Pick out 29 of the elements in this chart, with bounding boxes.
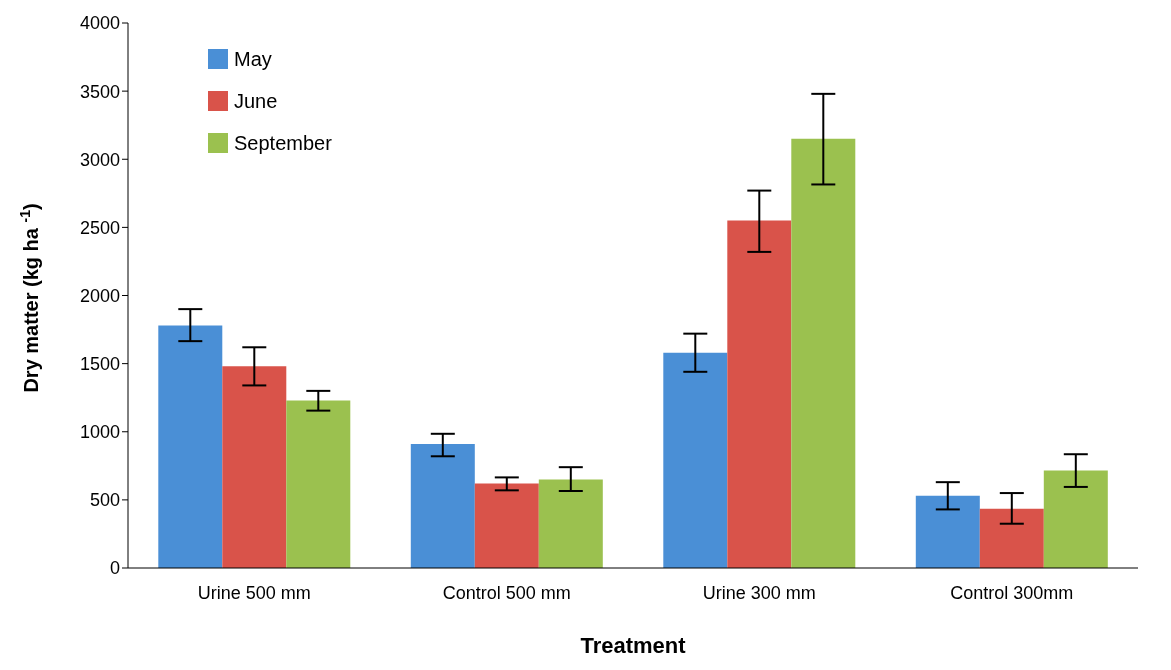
- x-tick-label: Control 300mm: [950, 582, 1074, 603]
- bar: [727, 220, 792, 568]
- x-axis-title: Treatment: [580, 633, 687, 658]
- legend-label: June: [234, 89, 278, 113]
- bar: [663, 352, 728, 568]
- bar: [1043, 470, 1108, 568]
- y-tick-label: 1500: [79, 354, 120, 375]
- y-tick-label: 2000: [79, 285, 120, 306]
- bar: [915, 495, 980, 568]
- bar: [222, 366, 287, 568]
- x-tick-label: Urine 500 mm: [197, 582, 311, 603]
- legend-label: September: [234, 131, 332, 155]
- y-tick-label: 2500: [79, 217, 120, 238]
- x-tick-label: Urine 300 mm: [702, 582, 816, 603]
- bar: [538, 479, 603, 568]
- bar: [474, 483, 539, 568]
- bar: [791, 138, 856, 568]
- bar: [158, 325, 223, 568]
- y-tick-label: 3000: [79, 149, 120, 170]
- bar: [979, 508, 1044, 568]
- y-tick-label: 0: [109, 558, 120, 579]
- x-tick-label: Control 500 mm: [442, 582, 571, 603]
- y-tick-label: 500: [89, 490, 120, 511]
- y-tick-label: 4000: [79, 13, 120, 34]
- y-tick-label: 3500: [79, 81, 120, 102]
- bar: [410, 444, 475, 568]
- legend-label: May: [234, 47, 272, 71]
- y-tick-label: 1000: [79, 422, 120, 443]
- bar: [286, 400, 351, 568]
